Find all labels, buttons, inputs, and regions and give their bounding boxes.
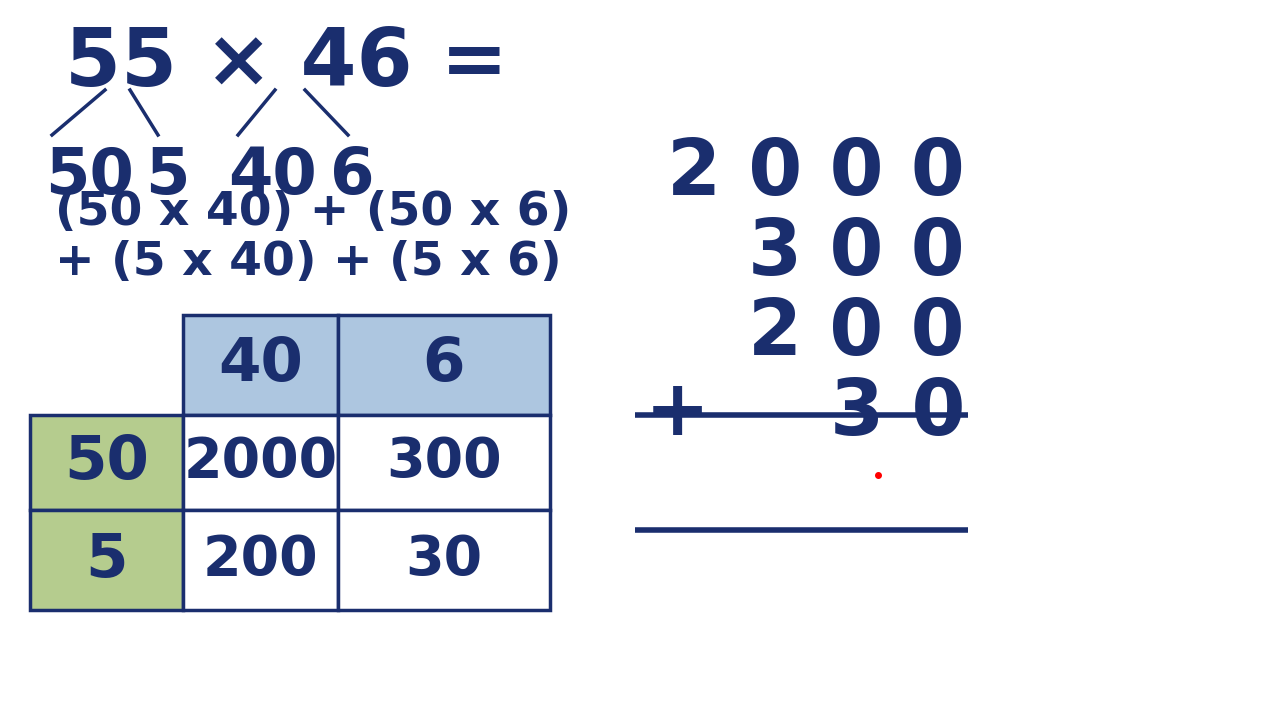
Text: 2000: 2000 bbox=[183, 436, 338, 490]
Text: + (5 x 40) + (5 x 6): + (5 x 40) + (5 x 6) bbox=[55, 240, 562, 285]
Text: (50 x 40) + (50 x 6): (50 x 40) + (50 x 6) bbox=[55, 190, 571, 235]
Bar bbox=[183, 510, 338, 610]
Bar bbox=[183, 415, 338, 510]
Bar bbox=[183, 315, 338, 415]
Text: 40: 40 bbox=[228, 145, 316, 207]
Text: 40: 40 bbox=[218, 336, 303, 395]
Text: 5: 5 bbox=[145, 145, 189, 207]
Text: +: + bbox=[645, 375, 710, 451]
Text: 5: 5 bbox=[86, 531, 128, 590]
Text: 50: 50 bbox=[45, 145, 134, 207]
Text: 3 0: 3 0 bbox=[829, 375, 965, 451]
Text: 300: 300 bbox=[387, 436, 502, 490]
Text: 55 × 46 =: 55 × 46 = bbox=[65, 25, 508, 103]
Bar bbox=[29, 415, 183, 510]
Text: 3 0 0: 3 0 0 bbox=[749, 215, 965, 291]
Text: 6: 6 bbox=[330, 145, 375, 207]
Text: 50: 50 bbox=[64, 433, 148, 492]
Bar bbox=[338, 510, 550, 610]
Text: 2 0 0: 2 0 0 bbox=[749, 295, 965, 371]
Text: 200: 200 bbox=[202, 533, 319, 587]
Bar bbox=[338, 415, 550, 510]
Text: 2 0 0 0: 2 0 0 0 bbox=[667, 135, 965, 211]
Text: 30: 30 bbox=[406, 533, 483, 587]
Bar bbox=[338, 315, 550, 415]
Bar bbox=[29, 510, 183, 610]
Text: 6: 6 bbox=[422, 336, 465, 395]
